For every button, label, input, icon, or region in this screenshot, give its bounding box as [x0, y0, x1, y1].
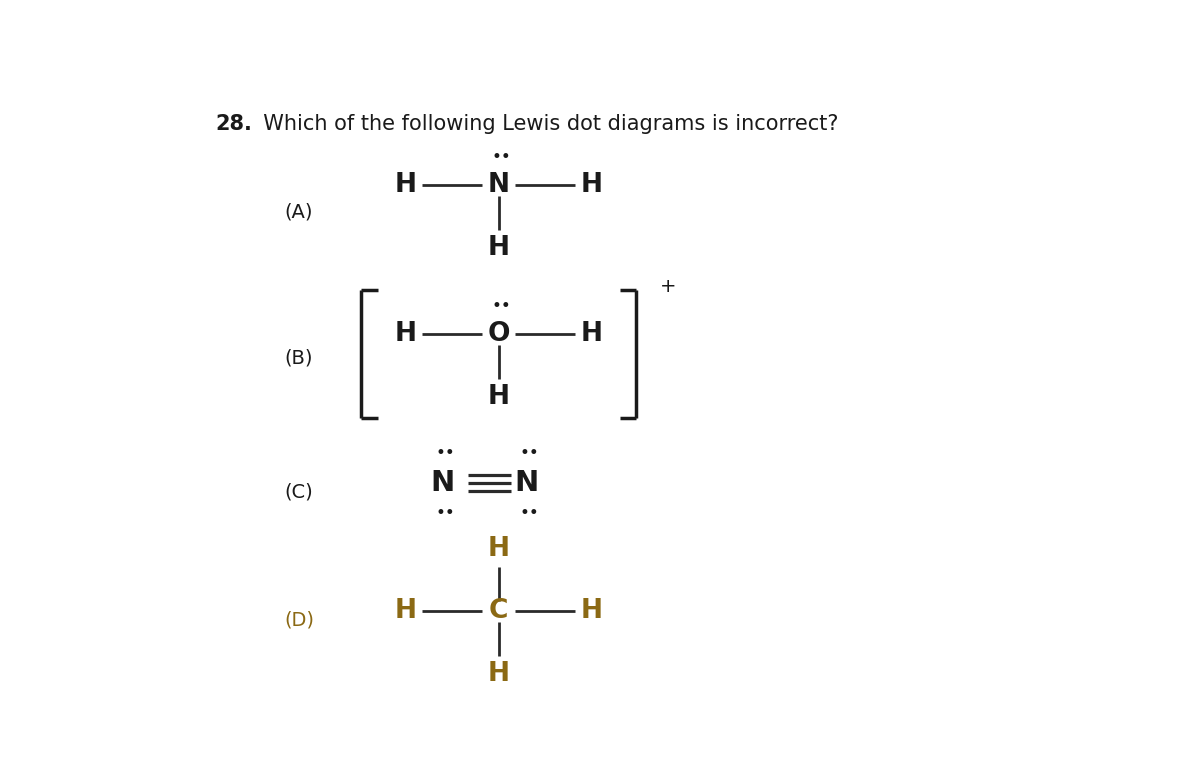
- Text: (A): (A): [284, 203, 313, 221]
- Text: H: H: [487, 536, 510, 562]
- Text: H: H: [395, 598, 416, 625]
- Text: ••: ••: [520, 504, 539, 522]
- Text: 28.: 28.: [215, 114, 252, 134]
- Text: H: H: [581, 173, 602, 198]
- Text: (D): (D): [284, 611, 314, 630]
- Text: (B): (B): [284, 348, 313, 368]
- Text: H: H: [487, 384, 510, 409]
- Text: ••: ••: [492, 148, 511, 166]
- Text: H: H: [581, 321, 602, 348]
- Text: O: O: [487, 321, 510, 348]
- Text: H: H: [395, 173, 416, 198]
- Text: ••: ••: [436, 444, 456, 462]
- Text: C: C: [490, 598, 509, 625]
- Text: H: H: [395, 321, 416, 348]
- Text: H: H: [487, 235, 510, 261]
- Text: H: H: [487, 661, 510, 687]
- Text: ••: ••: [436, 504, 456, 522]
- Text: (C): (C): [284, 483, 313, 502]
- Text: N: N: [487, 173, 510, 198]
- Text: ••: ••: [492, 296, 511, 315]
- Text: Which of the following Lewis dot diagrams is incorrect?: Which of the following Lewis dot diagram…: [251, 114, 839, 134]
- Text: N: N: [515, 469, 539, 497]
- Text: +: +: [660, 277, 676, 296]
- Text: H: H: [581, 598, 602, 625]
- Text: N: N: [431, 469, 455, 497]
- Text: ••: ••: [520, 444, 539, 462]
